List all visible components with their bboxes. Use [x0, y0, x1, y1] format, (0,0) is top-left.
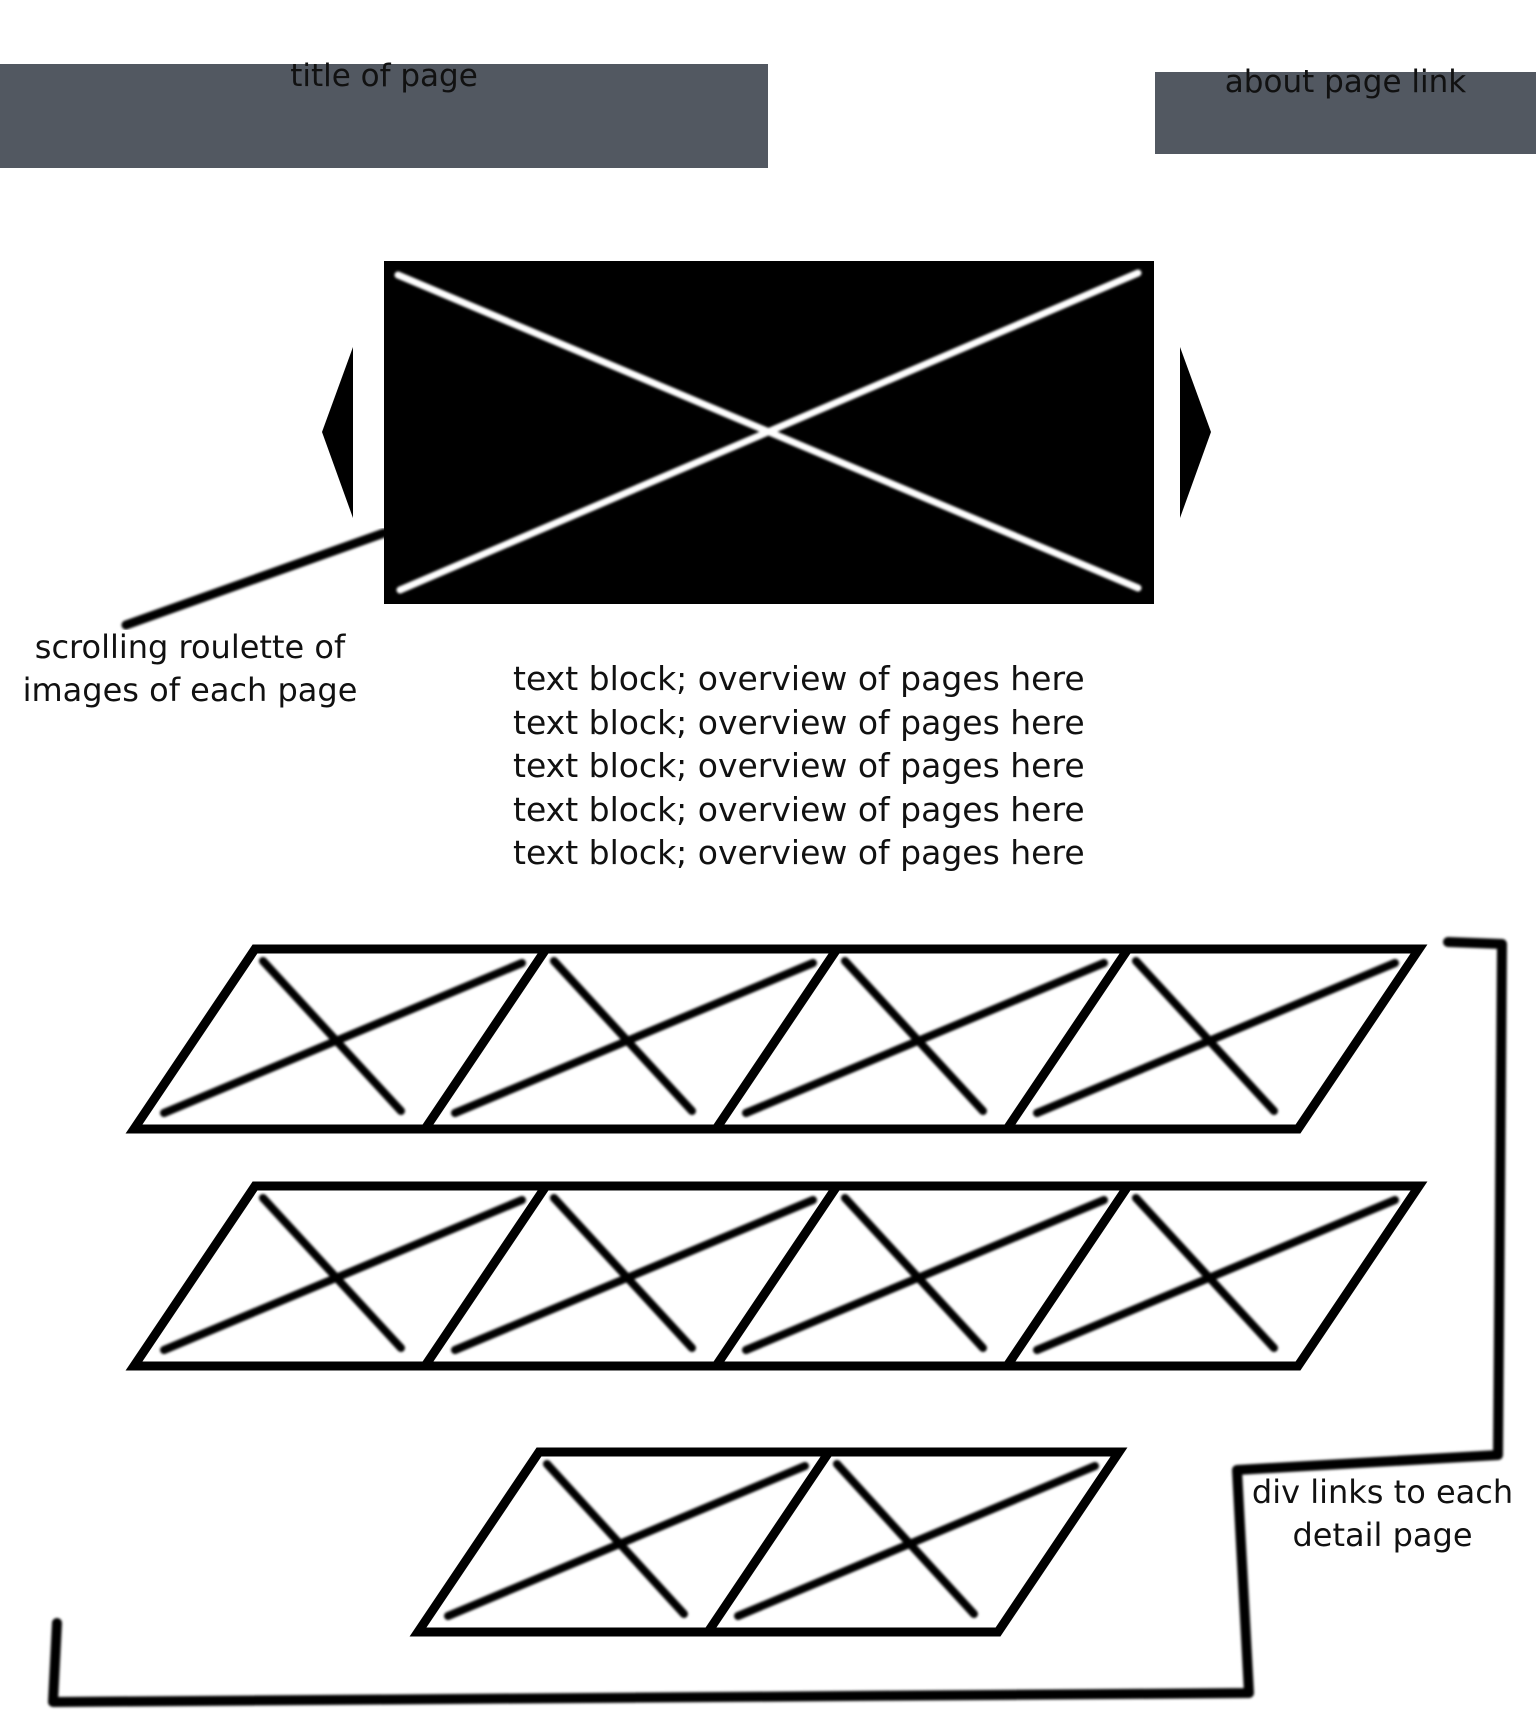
- image-placeholder-icon: [742, 1194, 1108, 1354]
- overview-line: text block; overview of pages here: [513, 746, 1085, 785]
- thumbnail-divider: [421, 946, 550, 1132]
- thumbnail-divider: [1003, 946, 1132, 1132]
- grid-annotation-bracket: [48, 937, 1507, 1707]
- thumbnail-row-frame: [125, 944, 1428, 1134]
- image-placeholder-icon: [1033, 957, 1399, 1117]
- overview-line: text block; overview of pages here: [513, 833, 1085, 872]
- grid-annotation-line2: detail page: [1292, 1516, 1473, 1554]
- detail-page-link[interactable]: [160, 957, 526, 1117]
- detail-page-link[interactable]: [712, 946, 1108, 1132]
- overview-line: text block; overview of pages here: [513, 659, 1085, 698]
- image-placeholder-icon: [160, 1194, 526, 1354]
- overview-line: text block; overview of pages here: [513, 702, 1085, 742]
- about-link-bar[interactable]: [1155, 72, 1536, 154]
- thumbnail-divider: [1003, 1183, 1132, 1369]
- title-bar: [0, 64, 768, 168]
- thumbnail-grid: [125, 944, 1428, 1637]
- carousel-annotation-pointer: [121, 528, 389, 630]
- thumbnail-row: [125, 1181, 1428, 1371]
- grid-annotation-line1: div links to each: [1251, 1473, 1514, 1511]
- image-placeholder-icon: [734, 1460, 1099, 1620]
- carousel-annotation: scrolling roulette of images of each pag…: [20, 626, 360, 712]
- detail-page-link[interactable]: [160, 1194, 526, 1354]
- thumbnail-divider: [704, 1449, 833, 1635]
- carousel-annotation-line1: scrolling roulette of: [34, 628, 346, 666]
- grid-annotation: div links to each detail page: [1240, 1471, 1525, 1557]
- carousel-prev-arrow[interactable]: [322, 347, 353, 518]
- carousel-image[interactable]: [384, 261, 1154, 604]
- thumbnail-row: [409, 1447, 1128, 1637]
- thumbnail-divider: [421, 1183, 550, 1369]
- image-placeholder-icon: [742, 957, 1108, 1117]
- detail-page-link[interactable]: [1003, 1183, 1399, 1369]
- detail-page-link[interactable]: [421, 946, 817, 1132]
- detail-page-link[interactable]: [1003, 946, 1399, 1132]
- image-placeholder-icon: [444, 1460, 809, 1620]
- carousel-annotation-line2: images of each page: [22, 671, 358, 709]
- overview-line: text block; overview of pages here: [513, 789, 1085, 829]
- image-placeholder-icon: [451, 1194, 817, 1354]
- thumbnail-row-frame: [125, 1181, 1428, 1371]
- about-page-link[interactable]: about page link: [1224, 64, 1467, 100]
- thumbnail-row: [125, 944, 1428, 1134]
- image-placeholder-icon: [160, 957, 526, 1117]
- thumbnail-row-frame: [409, 1447, 1128, 1637]
- carousel-next-arrow[interactable]: [1180, 347, 1211, 518]
- detail-page-link[interactable]: [704, 1449, 1099, 1635]
- page-title: title of page: [290, 58, 478, 94]
- overview-text-block: text block; overview of pages here text …: [513, 657, 1085, 875]
- image-placeholder-icon: [1033, 1194, 1399, 1354]
- thumbnail-divider: [712, 1183, 841, 1369]
- detail-page-link[interactable]: [712, 1183, 1108, 1369]
- image-placeholder-icon: [451, 957, 817, 1117]
- thumbnail-divider: [712, 946, 841, 1132]
- detail-page-link[interactable]: [421, 1183, 817, 1369]
- detail-page-link[interactable]: [444, 1460, 809, 1620]
